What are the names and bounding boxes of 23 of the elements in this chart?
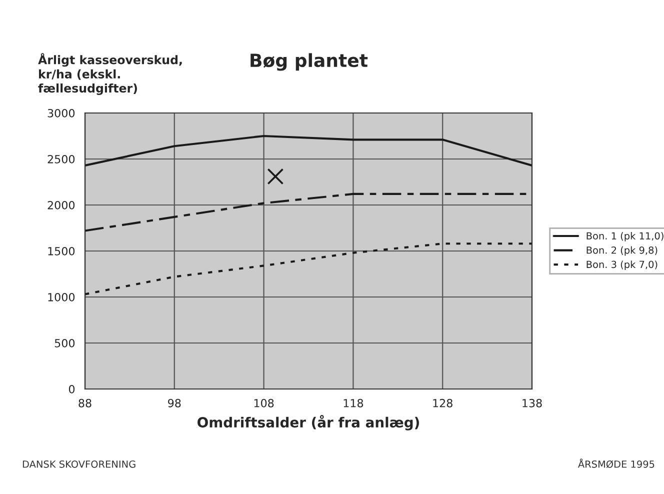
y-tick-label: 1500 bbox=[48, 246, 75, 256]
y-tick-label: 500 bbox=[54, 338, 75, 348]
y-tick-label: 2500 bbox=[48, 154, 75, 164]
line-series bbox=[85, 242, 532, 296]
legend-label: Bon. 2 (pk 9,8) bbox=[586, 246, 658, 256]
x-tick-label: 108 bbox=[254, 398, 274, 408]
y-axis-title: Årligt kasseoverskud, kr/ha (ekskl. fællesudgifter) bbox=[38, 53, 182, 95]
x-axis-title: Omdriftsalder (år fra anlæg) bbox=[198, 415, 419, 430]
x-tick-label: 98 bbox=[168, 398, 181, 408]
text: DANSK SKOVFORENING bbox=[22, 460, 136, 468]
y-tick-label: 1000 bbox=[48, 292, 75, 302]
text: ÅRSMØDE 1995 bbox=[578, 458, 654, 468]
x-tick-label: 88 bbox=[78, 398, 92, 408]
legend-label: Bon. 3 (pk 7,0) bbox=[586, 260, 658, 270]
line-series bbox=[85, 134, 532, 166]
chart-title: Bøg plantet bbox=[250, 53, 368, 71]
x-tick-label: 118 bbox=[344, 398, 364, 408]
y-tick-label: 0 bbox=[68, 384, 75, 394]
legend-label: Bon. 1 (pk 11,0) bbox=[586, 232, 664, 242]
x-tick-label: 138 bbox=[522, 398, 542, 408]
y-tick-label: 2000 bbox=[48, 200, 75, 210]
y-tick-label: 3000 bbox=[48, 108, 75, 118]
x-tick-label: 128 bbox=[433, 398, 452, 408]
